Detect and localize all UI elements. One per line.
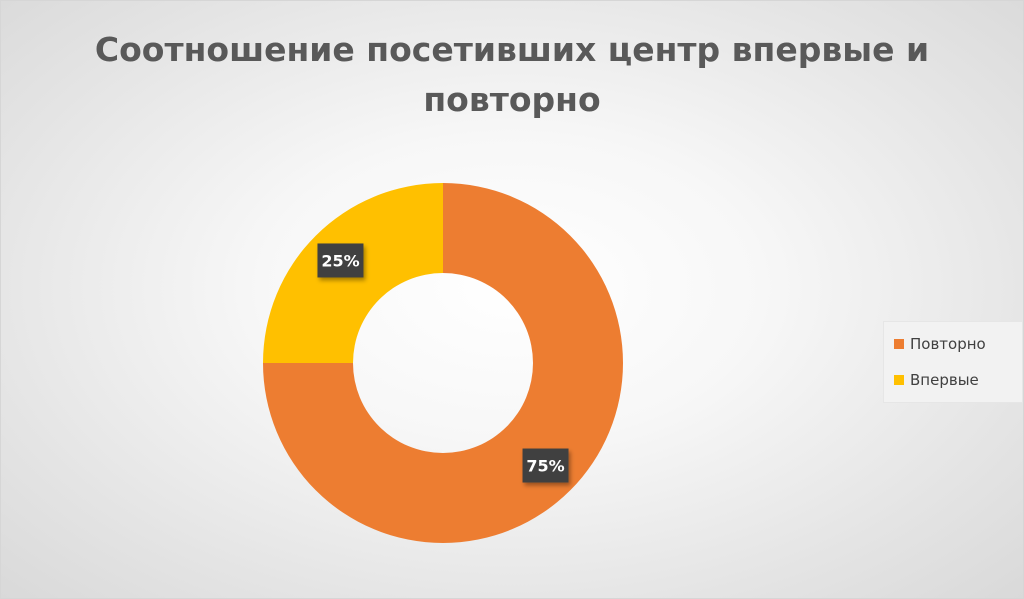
legend-swatch-vpervye [894,375,904,385]
data-label-vpervye: 25% [317,243,364,278]
legend-label-povtorno: Повторно [910,335,986,353]
data-label-text-vpervye: 25% [321,251,359,270]
chart-title: Соотношение посетивших центр впервые и п… [94,30,930,119]
legend-swatch-povtorno [894,339,904,349]
legend-label-vpervye: Впервые [910,371,979,389]
data-labels: 75% 25% [317,243,569,483]
doughnut-slices [263,183,623,543]
legend-item-povtorno: Повторно [894,332,986,356]
legend-item-vpervye: Впервые [894,368,979,392]
data-label-box-povtorno [522,448,569,483]
data-label-povtorno: 75% [522,448,569,483]
legend: Повторно Впервые [883,321,1023,403]
data-label-text-povtorno: 75% [526,457,564,476]
data-label-box-vpervye [317,243,364,278]
